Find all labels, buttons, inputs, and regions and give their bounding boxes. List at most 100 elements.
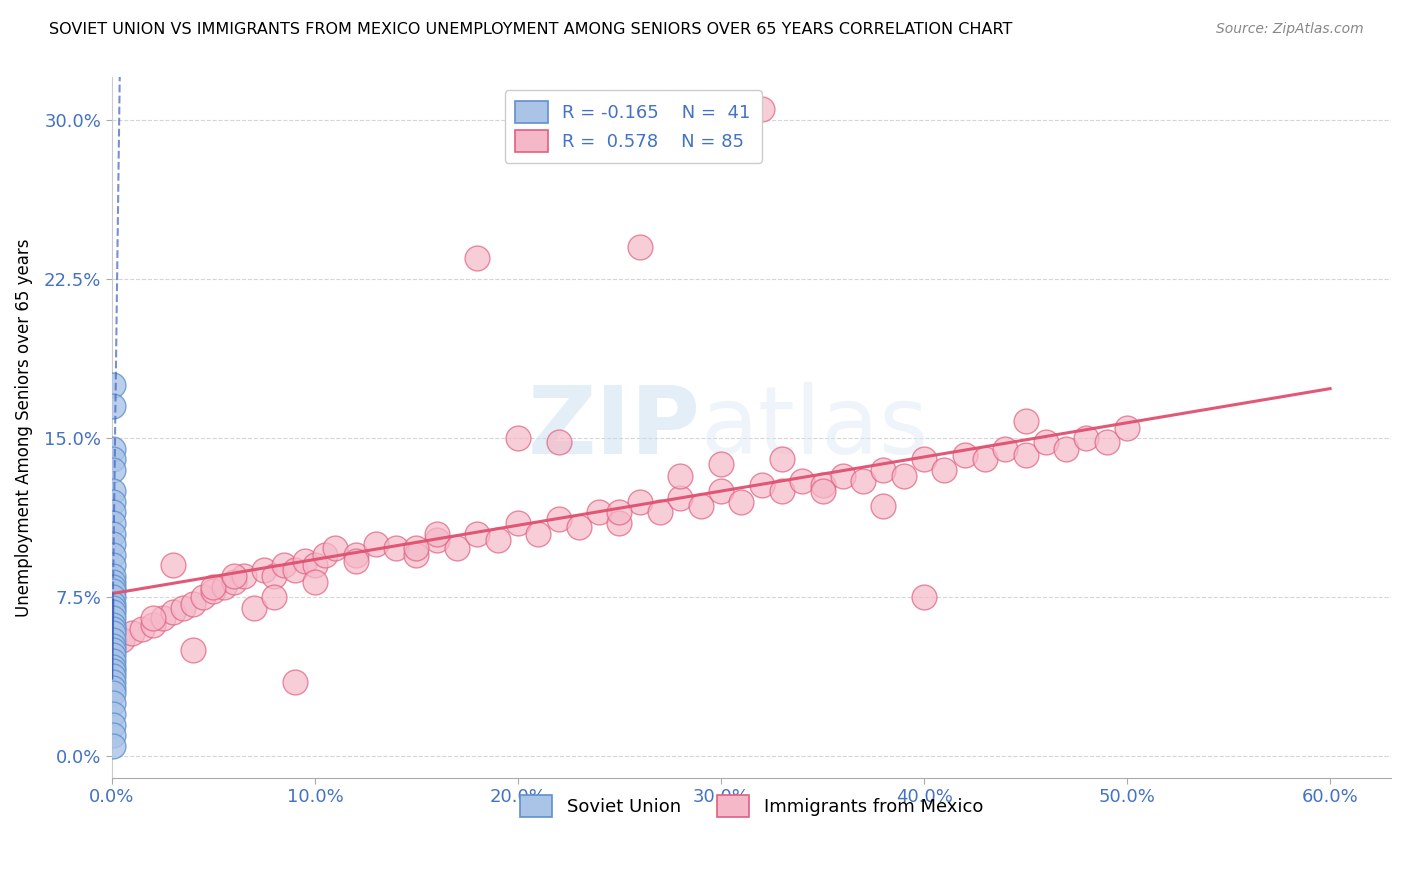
Point (101, 654, 124, 668)
Point (669, 469, 692, 483)
Point (101, 495, 124, 509)
Point (568, 520, 591, 534)
Point (121, 626, 143, 640)
Point (831, 469, 853, 483)
Point (648, 505, 671, 519)
Point (405, 548, 427, 562)
Point (527, 526, 550, 541)
Point (101, 516, 124, 530)
Point (893, 469, 915, 483)
Point (588, 505, 610, 519)
Point (101, 442, 124, 456)
Point (792, 474, 814, 488)
Point (101, 660, 124, 674)
Point (273, 558, 295, 573)
Point (101, 452, 124, 467)
Point (1054, 442, 1077, 456)
Point (101, 548, 124, 562)
Point (243, 600, 266, 615)
Point (467, 251, 489, 265)
Point (751, 477, 773, 491)
Point (1076, 431, 1098, 445)
Point (811, 477, 834, 491)
Point (162, 558, 184, 573)
Point (101, 605, 124, 619)
Point (101, 378, 124, 392)
Point (385, 541, 408, 556)
Text: SOVIET UNION VS IMMIGRANTS FROM MEXICO UNEMPLOYMENT AMONG SENIORS OVER 65 YEARS : SOVIET UNION VS IMMIGRANTS FROM MEXICO U… (49, 22, 1012, 37)
Point (1095, 435, 1118, 450)
Point (974, 452, 997, 467)
Point (101, 597, 124, 611)
Legend: Soviet Union, Immigrants from Mexico: Soviet Union, Immigrants from Mexico (512, 788, 990, 824)
Point (953, 448, 976, 462)
Point (426, 526, 449, 541)
Point (152, 611, 174, 625)
Point (101, 643, 124, 657)
Point (1116, 420, 1139, 434)
Point (101, 632, 124, 647)
Point (101, 591, 124, 605)
Point (547, 435, 569, 450)
Point (872, 463, 894, 477)
Point (405, 541, 427, 556)
Point (284, 563, 307, 577)
Point (101, 580, 124, 594)
Point (344, 554, 367, 568)
Point (344, 548, 367, 562)
Point (131, 622, 153, 636)
Point (222, 569, 245, 583)
Point (912, 452, 935, 467)
Text: atlas: atlas (700, 382, 928, 474)
Point (181, 643, 204, 657)
Point (101, 669, 124, 683)
Point (101, 569, 124, 583)
Point (751, 102, 773, 116)
Point (609, 516, 631, 530)
Point (547, 512, 569, 526)
Point (101, 583, 124, 598)
Point (101, 484, 124, 499)
Point (101, 665, 124, 679)
Point (212, 580, 235, 594)
Point (669, 491, 692, 505)
Point (101, 611, 124, 625)
Point (111, 632, 134, 647)
Point (101, 728, 124, 742)
Point (101, 399, 124, 413)
Point (934, 463, 956, 477)
Point (101, 626, 124, 640)
Point (101, 617, 124, 632)
Point (628, 240, 651, 254)
Point (852, 474, 875, 488)
Point (101, 558, 124, 573)
Point (101, 463, 124, 477)
Point (101, 696, 124, 710)
Point (811, 484, 834, 499)
Point (101, 706, 124, 721)
Point (730, 495, 752, 509)
Point (101, 675, 124, 690)
Point (141, 611, 163, 625)
Point (181, 597, 204, 611)
Point (304, 558, 326, 573)
Point (222, 575, 245, 590)
Point (506, 516, 529, 530)
Y-axis label: Unemployment Among Seniors over 65 years: Unemployment Among Seniors over 65 years (15, 238, 32, 616)
Point (141, 617, 163, 632)
Point (364, 537, 387, 551)
Point (202, 583, 225, 598)
Point (770, 452, 793, 467)
Point (162, 605, 184, 619)
Point (426, 533, 449, 547)
Point (101, 622, 124, 636)
Point (253, 563, 276, 577)
Text: Source: ZipAtlas.com: Source: ZipAtlas.com (1216, 22, 1364, 37)
Point (172, 600, 194, 615)
Point (101, 686, 124, 700)
Point (101, 639, 124, 653)
Point (1014, 448, 1036, 462)
Point (710, 457, 733, 471)
Point (101, 575, 124, 590)
Point (872, 499, 894, 513)
